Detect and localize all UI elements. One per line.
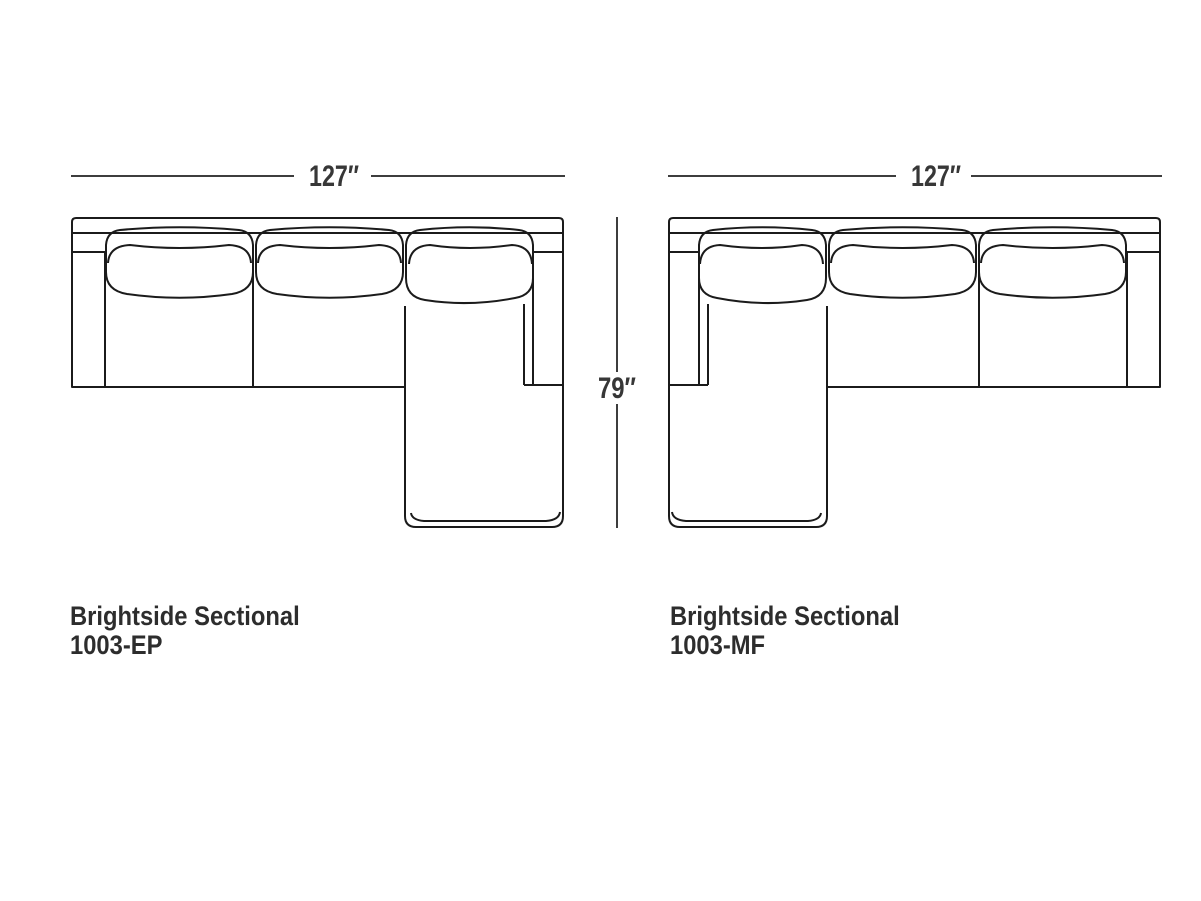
product-label-mf: Brightside Sectional 1003-MF — [670, 602, 900, 660]
product-label-ep: Brightside Sectional 1003-EP — [70, 602, 300, 660]
sectional-mf-drawing — [669, 218, 1160, 527]
product-name: Brightside Sectional — [70, 601, 300, 631]
width-dimension-label-mf: 127″ — [911, 160, 961, 193]
product-model-number: 1003-EP — [70, 630, 163, 660]
sectional-ep-drawing — [72, 218, 563, 527]
depth-dimension-label: 79″ — [598, 372, 636, 405]
product-model-number: 1003-MF — [670, 630, 766, 660]
product-name: Brightside Sectional — [670, 601, 900, 631]
sofa-outline-mf — [669, 218, 1160, 527]
sofa-outline-ep — [72, 218, 563, 527]
width-dimension-label-ep: 127″ — [309, 160, 359, 193]
